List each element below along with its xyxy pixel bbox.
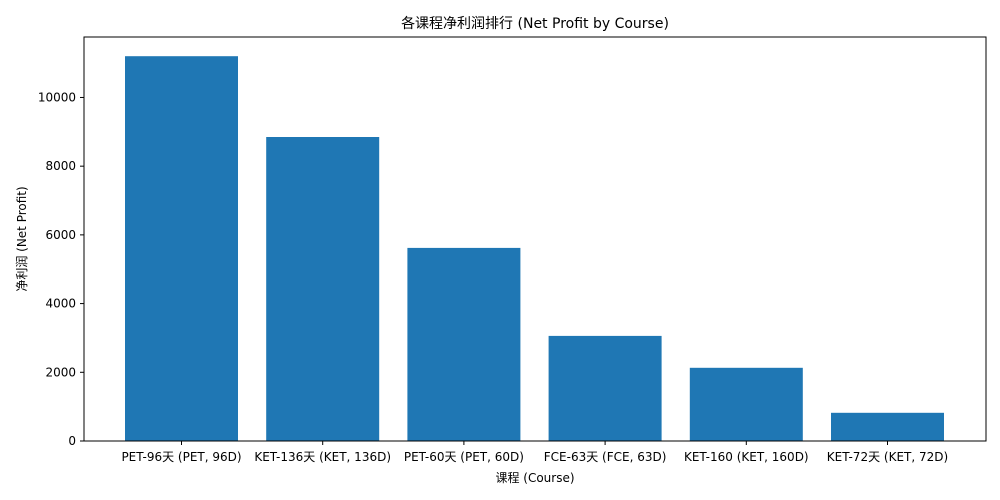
x-tick-label-6: KET-72天 (KET, 72D): [827, 450, 948, 464]
bar-2: [266, 137, 380, 441]
x-tick-label-1: PET-96天 (PET, 96D): [121, 450, 241, 464]
y-axis-label: 净利润 (Net Profit): [15, 186, 29, 291]
y-tick-label-1: 0: [68, 434, 76, 448]
bar-4: [548, 335, 662, 441]
y-tick-label-5: 8000: [45, 159, 76, 173]
y-tick-label-2: 2000: [45, 365, 76, 379]
chart-title: 各课程净利润排行 (Net Profit by Course): [401, 16, 669, 32]
x-tick-label-4: FCE-63天 (FCE, 63D): [544, 450, 667, 464]
y-tick-label-4: 6000: [45, 228, 76, 242]
bars-group: [125, 56, 944, 441]
x-tick-label-3: PET-60天 (PET, 60D): [404, 450, 524, 464]
y-tick-label-6: 10000: [38, 90, 76, 104]
x-tick-label-2: KET-136天 (KET, 136D): [254, 450, 391, 464]
y-axis: 0 2000 4000 6000 8000 10000: [38, 90, 84, 448]
x-tick-label-5: KET-160 (KET, 160D): [684, 450, 809, 464]
x-axis: PET-96天 (PET, 96D) KET-136天 (KET, 136D) PE…: [121, 441, 948, 464]
bar-3: [407, 247, 521, 441]
bar-1: [125, 56, 238, 441]
plot-frame: [83, 36, 987, 442]
x-axis-label: 课程 (Course): [495, 470, 574, 485]
bar-5: [689, 367, 803, 441]
y-tick-label-3: 4000: [45, 297, 76, 311]
bar-6: [831, 412, 944, 441]
